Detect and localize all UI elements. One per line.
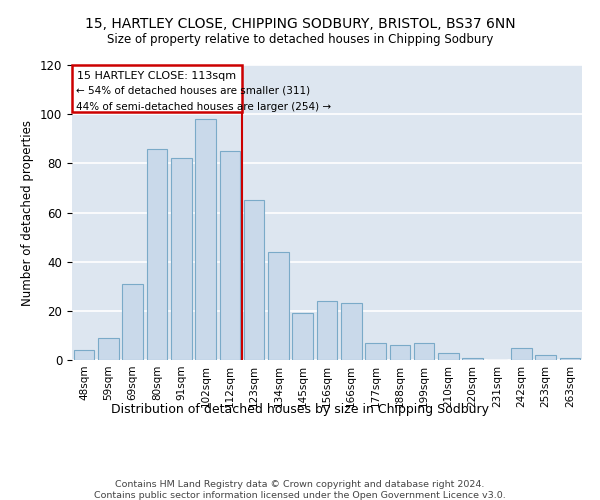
Text: 44% of semi-detached houses are larger (254) →: 44% of semi-detached houses are larger (… bbox=[76, 102, 331, 112]
Text: Size of property relative to detached houses in Chipping Sodbury: Size of property relative to detached ho… bbox=[107, 32, 493, 46]
Bar bbox=[341, 304, 362, 360]
Bar bbox=[511, 348, 532, 360]
Text: Contains public sector information licensed under the Open Government Licence v3: Contains public sector information licen… bbox=[94, 491, 506, 500]
Y-axis label: Number of detached properties: Number of detached properties bbox=[22, 120, 34, 306]
Bar bbox=[171, 158, 191, 360]
Bar bbox=[98, 338, 119, 360]
Bar bbox=[414, 343, 434, 360]
Bar bbox=[146, 148, 167, 360]
Bar bbox=[195, 119, 216, 360]
Text: Contains HM Land Registry data © Crown copyright and database right 2024.: Contains HM Land Registry data © Crown c… bbox=[115, 480, 485, 489]
Bar bbox=[220, 151, 240, 360]
Text: Distribution of detached houses by size in Chipping Sodbury: Distribution of detached houses by size … bbox=[111, 402, 489, 415]
FancyBboxPatch shape bbox=[72, 65, 242, 112]
Bar bbox=[365, 343, 386, 360]
Bar bbox=[463, 358, 483, 360]
Text: 15, HARTLEY CLOSE, CHIPPING SODBURY, BRISTOL, BS37 6NN: 15, HARTLEY CLOSE, CHIPPING SODBURY, BRI… bbox=[85, 18, 515, 32]
Text: ← 54% of detached houses are smaller (311): ← 54% of detached houses are smaller (31… bbox=[76, 86, 310, 96]
Bar bbox=[292, 314, 313, 360]
Bar bbox=[535, 355, 556, 360]
Bar bbox=[317, 301, 337, 360]
Bar bbox=[560, 358, 580, 360]
Bar bbox=[438, 352, 459, 360]
Bar bbox=[268, 252, 289, 360]
Bar bbox=[122, 284, 143, 360]
Bar bbox=[389, 345, 410, 360]
Text: 15 HARTLEY CLOSE: 113sqm: 15 HARTLEY CLOSE: 113sqm bbox=[77, 71, 236, 81]
Bar bbox=[74, 350, 94, 360]
Bar bbox=[244, 200, 265, 360]
